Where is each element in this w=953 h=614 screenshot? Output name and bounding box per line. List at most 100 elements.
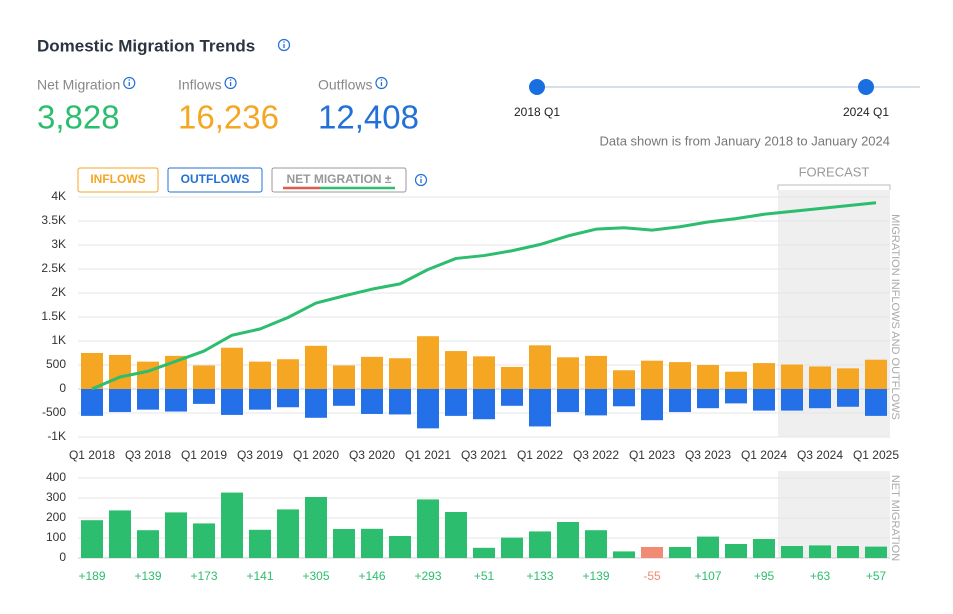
bar [613,551,635,558]
bar [669,389,691,413]
bar [529,531,551,558]
info-icon[interactable] [277,38,291,52]
x-tick-label: Q3 2018 [125,448,171,462]
bar [557,357,579,389]
bar [137,361,159,389]
bar [333,365,355,389]
bar [725,389,747,404]
bar [249,361,271,389]
bar [529,345,551,389]
x-tick-label: Q3 2024 [797,448,843,462]
x-tick-label: Q3 2020 [349,448,395,462]
y-tick-label: 100 [46,530,66,544]
bar [473,356,495,389]
bar [277,359,299,389]
value-label: +139 [582,569,609,583]
x-tick-label: Q1 2019 [181,448,227,462]
y-axis-label: NET MIGRATION [889,475,901,561]
bar [641,389,663,421]
bar [613,370,635,389]
info-icon[interactable] [123,76,136,90]
toggle-label[interactable]: INFLOWS [90,172,145,186]
y-tick-label: 1.5K [41,309,66,323]
y-tick-label: 3K [51,237,66,251]
y-tick-label: -500 [42,405,66,419]
title: Domestic Migration Trends [37,36,255,55]
bar [417,336,439,389]
bar [613,389,635,407]
range-note: Data shown is from January 2018 to Janua… [599,133,890,148]
bar [361,528,383,558]
toggle-label[interactable]: NET MIGRATION ± [286,172,391,186]
bar [837,368,859,389]
bar [165,512,187,558]
value-label: +107 [694,569,721,583]
x-tick-label: Q1 2024 [741,448,787,462]
x-tick-label: Q1 2020 [293,448,339,462]
y-tick-label: 2.5K [41,261,66,275]
bar [305,389,327,418]
bar [221,347,243,389]
bar [557,389,579,413]
bar [585,530,607,558]
x-tick-label: Q1 2018 [69,448,115,462]
slider-handle[interactable] [858,79,874,95]
value-label: +133 [526,569,553,583]
value-label: +51 [474,569,495,583]
bar [753,539,775,558]
toggle-button[interactable] [271,167,407,193]
slider-handle[interactable] [529,79,545,95]
bar [697,389,719,409]
bar [837,546,859,558]
toggle-button[interactable] [77,167,159,193]
bar [333,389,355,406]
bar [837,389,859,407]
stat-value: 3,828 [37,99,120,136]
info-icon[interactable] [375,76,388,90]
bar [137,389,159,410]
bar [781,546,803,558]
bar [81,353,103,389]
bar [193,389,215,404]
bar [529,389,551,427]
toggle-button[interactable] [167,167,263,193]
stat-label: Outflows [318,77,372,93]
bar [501,366,523,389]
bar [725,544,747,558]
icon-ring [123,76,136,90]
bar [865,359,887,389]
bar [781,364,803,389]
stat-value: 12,408 [318,99,419,136]
bar [417,499,439,558]
bar [445,389,467,416]
toggle-label[interactable]: OUTFLOWS [181,172,250,186]
bar [557,522,579,558]
icon-dot [128,79,131,81]
info-icon[interactable] [414,173,428,187]
bar [669,362,691,389]
value-label: +189 [78,569,105,583]
bar [501,537,523,558]
value-label: +293 [414,569,441,583]
bar [109,354,131,389]
x-tick-label: Q3 2021 [461,448,507,462]
bar [137,530,159,558]
icon-ring [414,173,428,187]
bar [193,523,215,558]
bar [753,389,775,411]
bar [641,360,663,389]
value-label: +95 [754,569,775,583]
bar [249,529,271,558]
bar [809,366,831,389]
info-icon[interactable] [224,76,237,90]
bar [697,536,719,558]
y-tick-label: 1K [51,333,66,347]
x-tick-label: Q1 2023 [629,448,675,462]
icon-ring [224,76,237,90]
bar [445,351,467,389]
value-label: -55 [643,569,661,583]
y-tick-label: 0 [59,381,66,395]
line [91,201,877,391]
value-label: +63 [810,569,831,583]
